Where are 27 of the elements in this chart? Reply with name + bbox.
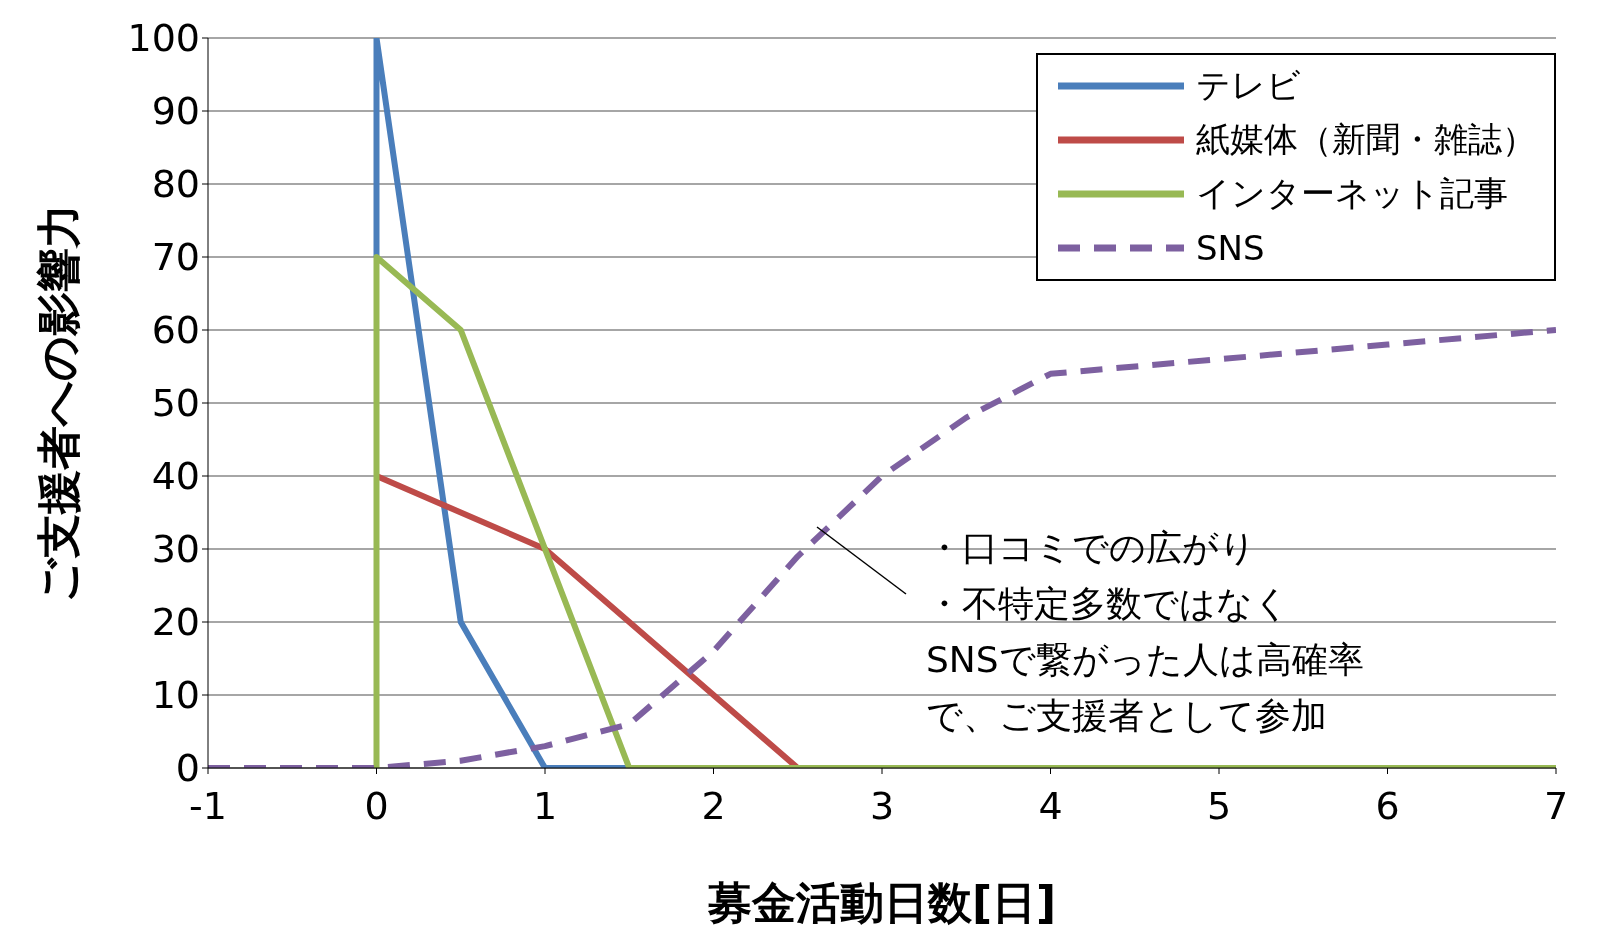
legend-label: 紙媒体（新聞・雑誌）	[1196, 118, 1536, 161]
y-axis-title: ご支援者への影響力	[32, 203, 84, 603]
legend-label: SNS	[1196, 228, 1265, 268]
annotation: SNSで繋がった人は高確率で、ご支援者として参加	[926, 638, 1364, 738]
y-tick-label: 20	[151, 600, 200, 645]
legend-label: テレビ	[1196, 64, 1301, 107]
x-tick-label: 2	[701, 783, 726, 828]
x-tick-label: 1	[532, 783, 558, 828]
x-tick-label: 6	[1375, 783, 1400, 828]
x-tick-label: 7	[1543, 783, 1569, 828]
x-tick-label: 4	[1038, 783, 1063, 828]
y-tick-label: 100	[127, 16, 200, 61]
x-tick-label: 3	[869, 783, 895, 828]
x-tick-label: 5	[1206, 783, 1232, 828]
y-tick-label: 90	[151, 89, 200, 134]
x-axis-title: 募金活動日数[日]	[706, 877, 1057, 928]
y-tick-label: 60	[151, 308, 200, 353]
annotation: ・不特定多数ではなく	[926, 582, 1291, 626]
y-tick-label: 70	[151, 235, 200, 280]
y-tick-label: 40	[151, 454, 200, 499]
y-tick-label: 50	[151, 381, 200, 426]
annotation: ・口コミでの広がり	[926, 526, 1257, 570]
y-tick-label: 80	[151, 162, 200, 207]
legend-label: インターネット記事	[1196, 172, 1508, 215]
y-tick-label: 10	[151, 673, 200, 718]
x-tick-label: 0	[364, 783, 389, 828]
y-tick-label: 30	[151, 527, 200, 572]
